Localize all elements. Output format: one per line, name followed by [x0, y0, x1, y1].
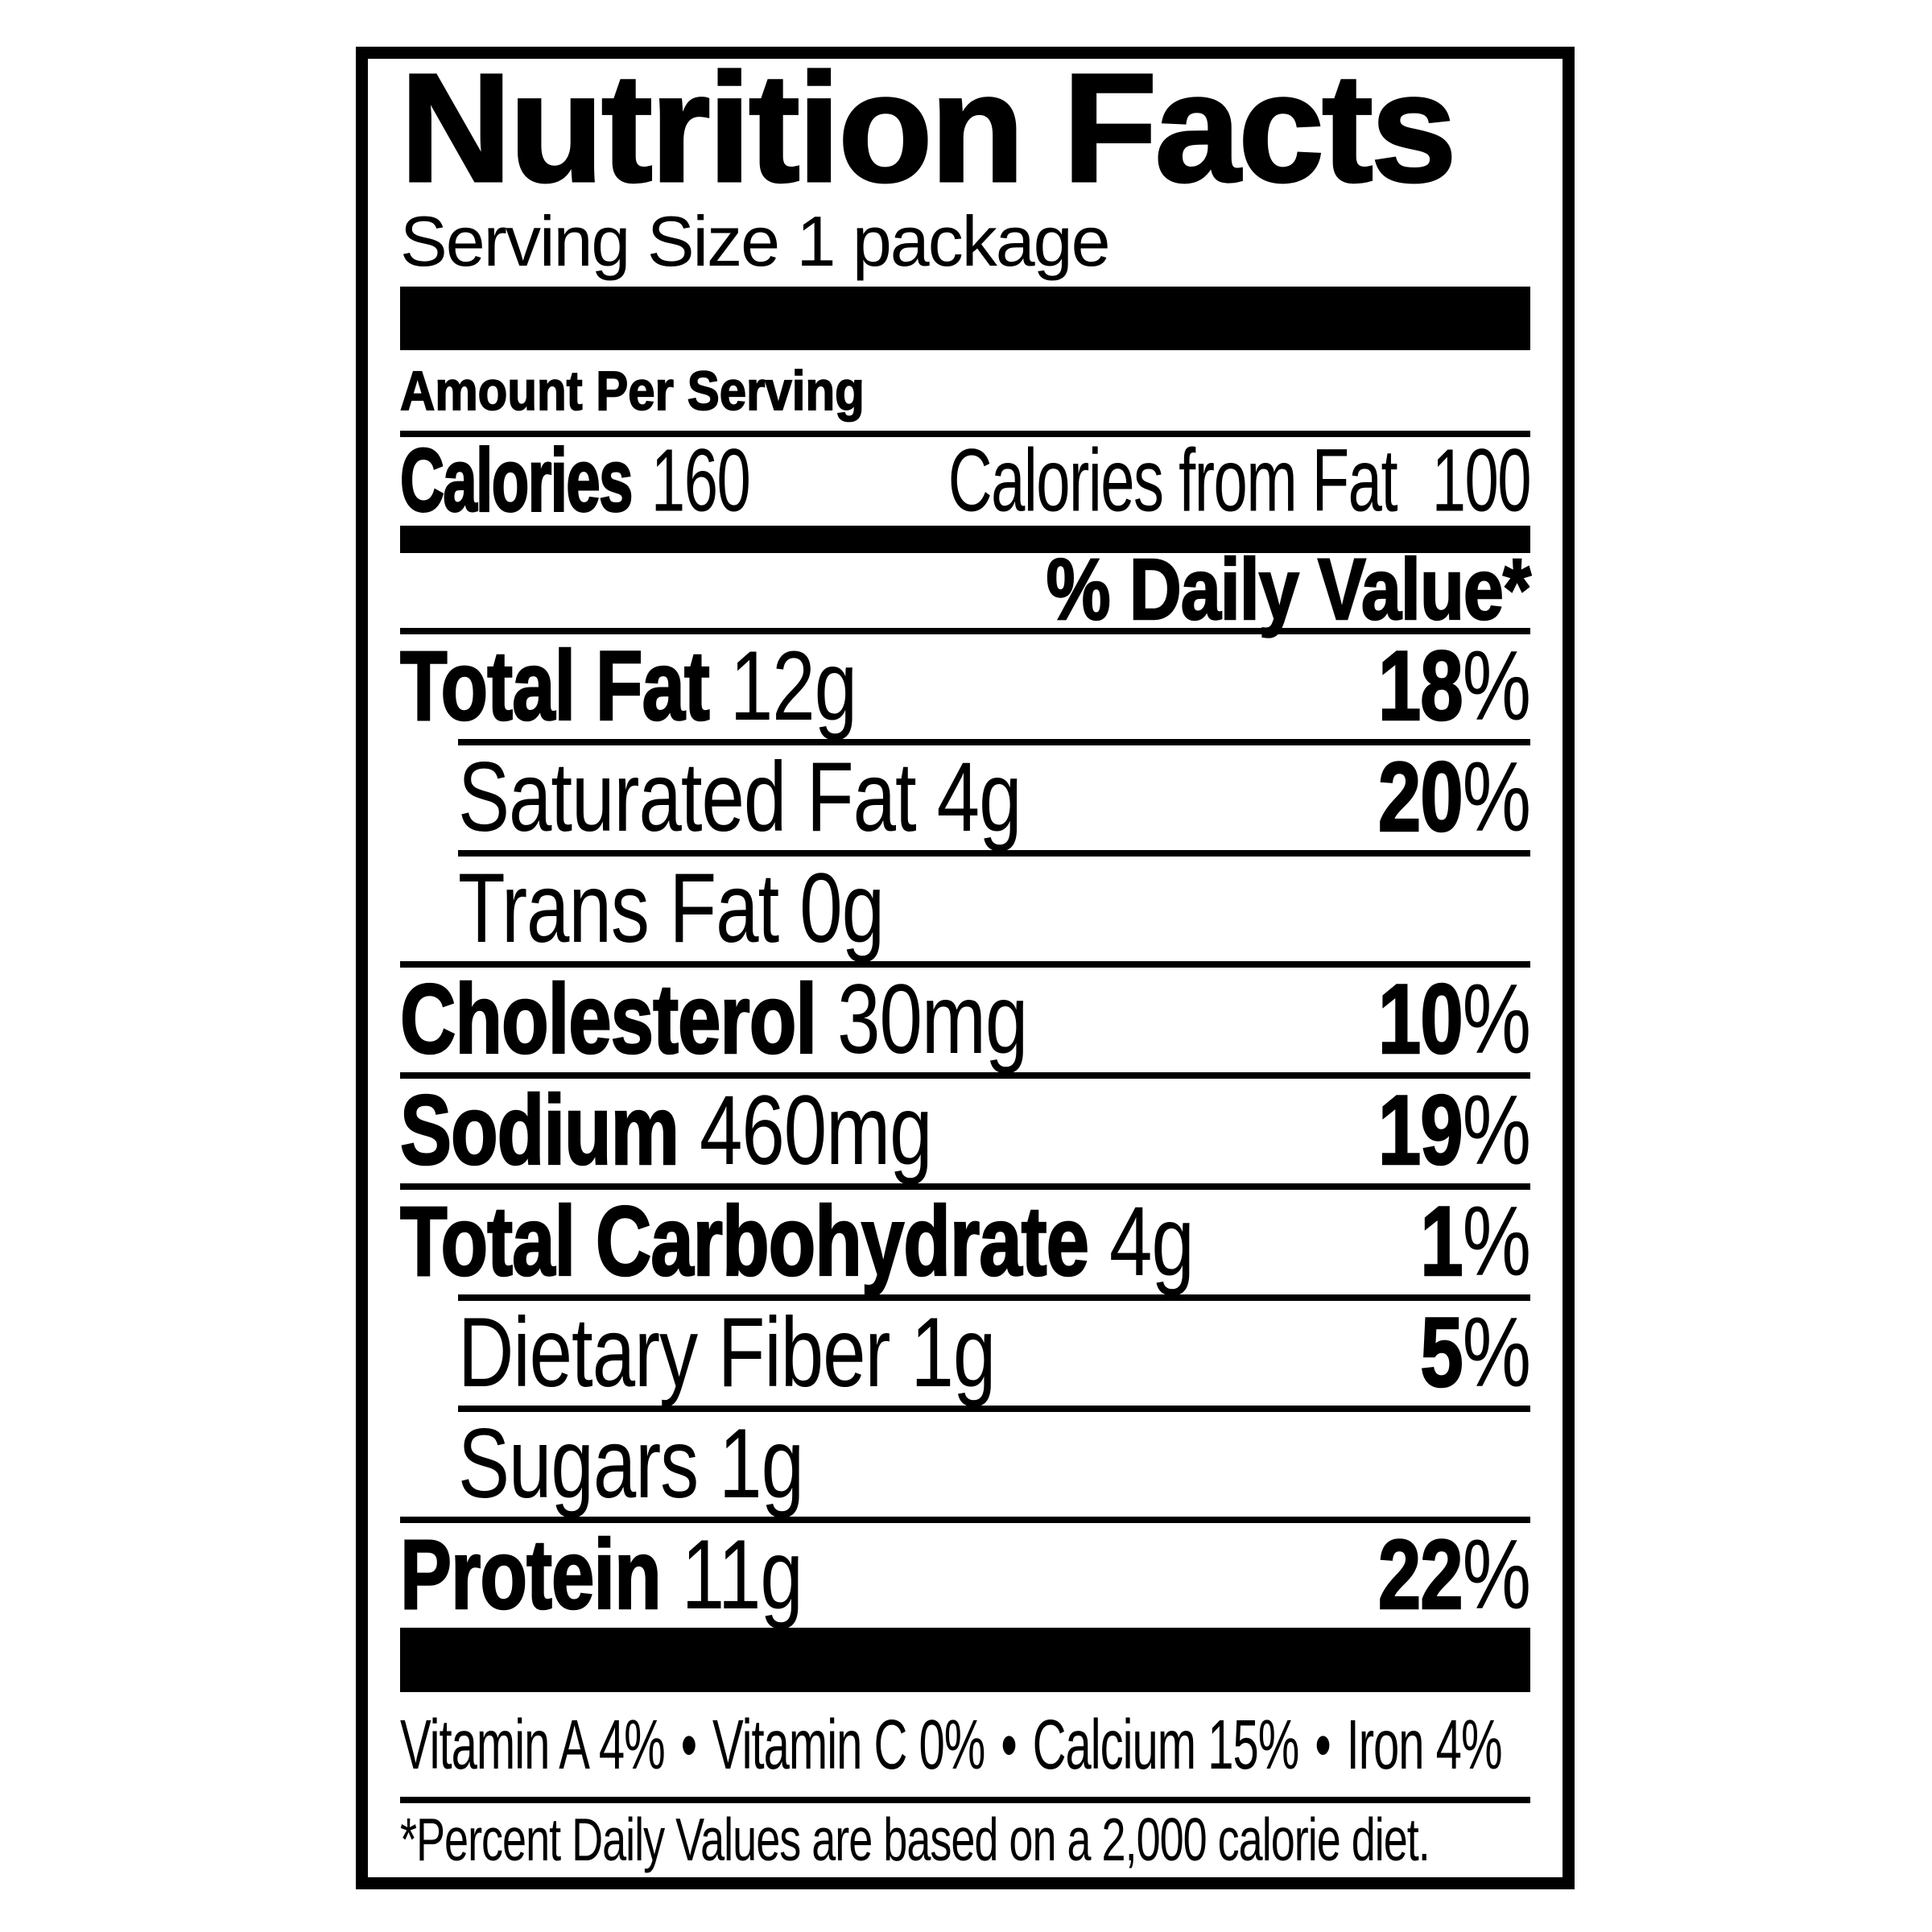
row-protein: Protein 11g 22 [399, 1509, 1530, 1642]
iron: Iron 4% [1346, 1705, 1503, 1784]
row-total-fat: Total Fat 12g 18 [399, 620, 1530, 753]
bullet-separator: • [1315, 1705, 1331, 1784]
calories-row: Calories 160 Calories from Fat 100 [399, 417, 1532, 546]
hairline-divider [400, 1183, 1530, 1190]
nutrient-daily-value: 18 [1377, 620, 1530, 753]
nutrient-amount: 12g [729, 630, 857, 741]
nutrient-daily-value: 1 [1419, 1175, 1530, 1309]
bullet-separator: • [680, 1705, 697, 1784]
nutrient-daily-value: 5 [1419, 1286, 1530, 1420]
nutrient-amount: 0g [799, 852, 885, 964]
nutrient-daily-value: 10 [1377, 953, 1530, 1087]
nutrient-name: Trans Fat [458, 852, 779, 964]
nutrient-name: Dietary Fiber [458, 1297, 890, 1408]
row-cholesterol: Cholesterol 30mg 10 [399, 953, 1530, 1087]
nutrient-daily-value: 22 [1377, 1509, 1530, 1642]
nutrient-amount: 4g [1109, 1186, 1195, 1297]
hairline-divider [400, 1797, 1530, 1803]
nutrient-name: Protein [399, 1519, 663, 1632]
row-sodium: Sodium 460mg 19 [399, 1064, 1530, 1198]
amount-per-serving: Amount Per Serving [399, 359, 865, 423]
nutrition-facts-label: Nutrition Facts Serving Size 1 package A… [356, 47, 1575, 1889]
nutrient-amount: 1g [910, 1297, 996, 1408]
calories-from-fat-value: 100 [1431, 431, 1532, 530]
nutrient-amount: 1g [719, 1408, 804, 1519]
nutrient-name: Cholesterol [399, 964, 818, 1076]
nutrient-amount: 460mg [699, 1075, 933, 1186]
nutrient-daily-value: 20 [1377, 731, 1530, 865]
thick-divider-top [400, 287, 1530, 350]
hairline-divider [400, 961, 1530, 968]
calcium: Calcium 15% [1032, 1705, 1300, 1784]
hairline-divider-indented [458, 739, 1530, 745]
calories-from-fat-label: Calories from Fat [947, 431, 1398, 530]
vitamin-c: Vitamin C 0% [712, 1705, 985, 1784]
nutrient-amount: 11g [681, 1519, 803, 1630]
nutrient-amount: 4g [936, 741, 1022, 852]
nutrient-name: Total Carbohydrate [399, 1186, 1090, 1298]
vitamin-a: Vitamin A 4% [400, 1705, 666, 1784]
nutrient-amount: 30mg [837, 964, 1028, 1075]
label-title: Nutrition Facts [399, 47, 1459, 215]
medium-divider [400, 526, 1530, 553]
calories-value: 160 [650, 431, 751, 530]
hairline-divider-indented [458, 850, 1530, 857]
calories-label: Calories [399, 430, 634, 531]
hairline-divider [400, 1517, 1530, 1523]
hairline-divider-indented [458, 1406, 1530, 1412]
calories-from-fat: Calories from Fat 100 [947, 417, 1532, 546]
footnote: *Percent Daily Values are based on a 2,0… [400, 1806, 1430, 1874]
hairline-divider [400, 431, 1530, 437]
row-saturated-fat: Saturated Fat 4g 20 [400, 731, 1530, 865]
bullet-separator: • [1001, 1705, 1017, 1784]
row-dietary-fiber: Dietary Fiber 1g 5 [400, 1286, 1530, 1420]
thick-divider-bottom [400, 1628, 1530, 1692]
hairline-divider-indented [458, 1294, 1530, 1301]
row-total-carbohydrate: Total Carbohydrate 4g 1 [399, 1175, 1530, 1309]
nutrient-name: Sodium [399, 1075, 680, 1187]
serving-size: Serving Size 1 package [400, 200, 1111, 281]
vitamins-row: Vitamin A 4% • Vitamin C 0% • Calcium 15… [400, 1666, 1530, 1823]
nutrient-name: Saturated Fat [458, 741, 917, 852]
row-sugars: Sugars 1g [400, 1397, 1530, 1531]
nutrient-name: Sugars [458, 1408, 699, 1519]
nutrient-name: Total Fat [399, 630, 711, 743]
hairline-divider [400, 628, 1530, 634]
row-trans-fat: Trans Fat 0g [400, 842, 1530, 976]
nutrient-daily-value: 19 [1377, 1064, 1530, 1198]
hairline-divider [400, 1072, 1530, 1079]
